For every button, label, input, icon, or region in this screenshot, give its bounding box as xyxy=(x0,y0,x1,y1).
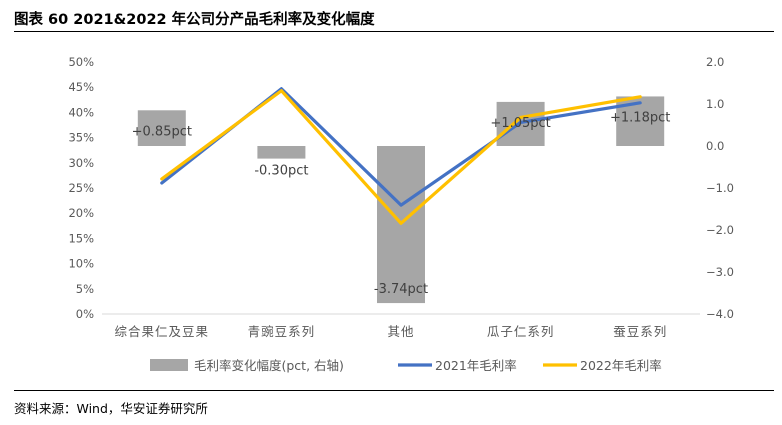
y-left-tick-label: 15% xyxy=(68,231,94,245)
bar-data-label: +0.85pct xyxy=(132,124,192,139)
chart-title-bar: 图表 60 2021&2022 年公司分产品毛利率及变化幅度 xyxy=(14,2,774,32)
bar-data-label: -0.30pct xyxy=(254,164,308,179)
y-left-tick-label: 30% xyxy=(68,156,94,170)
source-note: 资料来源：Wind，华安证券研究所 xyxy=(14,401,208,416)
x-tick-label: 青豌豆系列 xyxy=(248,324,316,339)
y-left-tick-label: 25% xyxy=(68,181,94,195)
y-right-tick-label: 0.0 xyxy=(706,139,724,153)
y-left-tick-label: 40% xyxy=(68,105,94,119)
legend-label-bar: 毛利率变化幅度(pct, 右轴) xyxy=(194,358,344,373)
y-left-tick-label: 20% xyxy=(68,206,94,220)
y-left-tick-label: 50% xyxy=(68,55,94,69)
bar xyxy=(137,110,186,146)
y-right-tick-label: −3.0 xyxy=(706,265,734,279)
axes: 0% 5% 10% 15% 20% 25% 30% 35% 40% 45% 50% −4.0 −3.0 −… xyxy=(68,55,734,339)
legend: 毛利率变化幅度(pct, 右轴) 2021年毛利率 2022年毛利率 xyxy=(150,358,662,373)
legend-swatch-bar xyxy=(150,359,188,371)
y-left-tick-label: 35% xyxy=(68,131,94,145)
lines xyxy=(160,87,642,225)
series-line-2022 xyxy=(160,89,642,225)
x-tick-label: 瓜子仁系列 xyxy=(487,324,555,339)
y-right-tick-label: −4.0 xyxy=(706,307,734,321)
y-left-tick-label: 5% xyxy=(76,282,94,296)
bar-data-label: +1.18pct xyxy=(610,110,670,125)
bar-data-label: +1.05pct xyxy=(490,116,550,131)
legend-label-2022: 2022年毛利率 xyxy=(580,358,662,373)
bar xyxy=(257,146,306,159)
y-right-tick-label: −1.0 xyxy=(706,181,734,195)
y-right-tick-label: −2.0 xyxy=(706,223,734,237)
bar-data-label: -3.74pct xyxy=(374,282,428,297)
bars xyxy=(137,96,665,304)
y-right-tick-label: 2.0 xyxy=(706,55,724,69)
x-tick-label: 综合果仁及豆果 xyxy=(115,324,210,339)
x-tick-label: 蚕豆系列 xyxy=(613,324,667,339)
source-bar: 资料来源：Wind，华安证券研究所 xyxy=(14,390,774,420)
chart-title: 图表 60 2021&2022 年公司分产品毛利率及变化幅度 xyxy=(14,12,375,28)
x-tick-label: 其他 xyxy=(387,324,414,339)
data-labels: +0.85pct -0.30pct -3.74pct +1.05pct +1.18pct xyxy=(132,110,671,297)
y-left-tick-label: 45% xyxy=(68,80,94,94)
y-left-tick-label: 0% xyxy=(76,307,94,321)
legend-label-2021: 2021年毛利率 xyxy=(435,358,517,373)
y-right-tick-label: 1.0 xyxy=(706,97,724,111)
y-left-tick-label: 10% xyxy=(68,257,94,271)
